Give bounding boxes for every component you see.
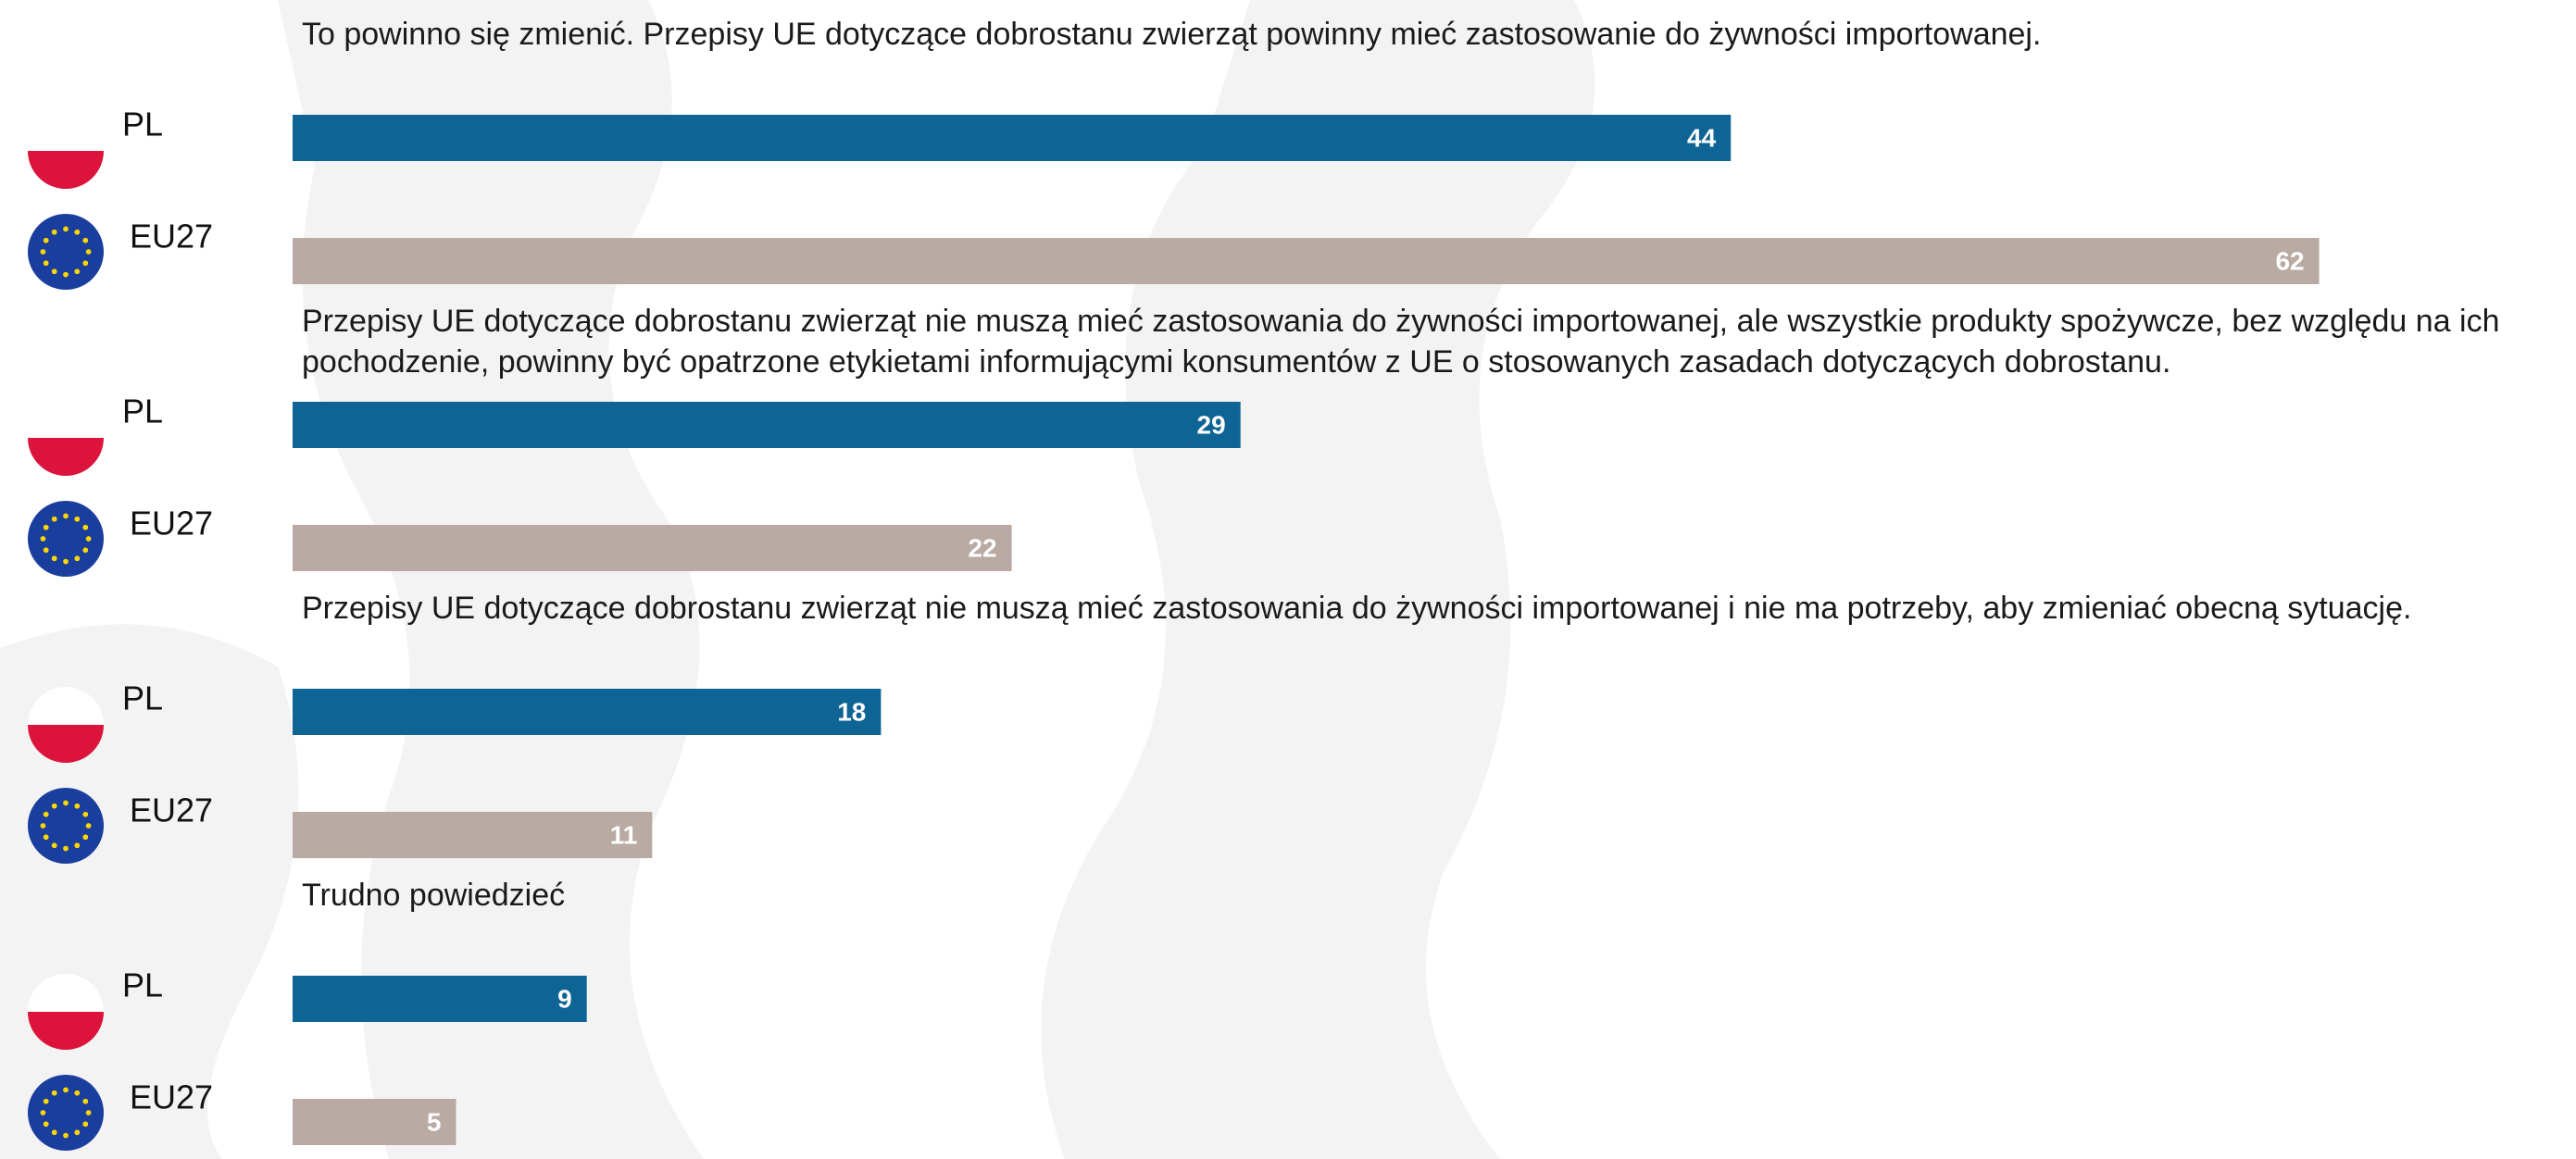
flag-star: [74, 555, 81, 562]
flag-star: [82, 834, 89, 841]
flag-star: [43, 811, 49, 817]
flag-eu: [28, 788, 104, 864]
value-label: 11: [610, 820, 638, 849]
value-label: 5: [427, 1107, 442, 1136]
flag-star: [85, 823, 92, 829]
flag-eu: [28, 501, 104, 577]
series-label: PL: [122, 393, 163, 430]
flag-star: [51, 268, 57, 275]
flag-star: [51, 803, 57, 809]
flag-star: [63, 845, 69, 852]
flag-star: [63, 1132, 69, 1139]
flag-star: [51, 1090, 57, 1096]
flag-star: [63, 513, 69, 519]
bar: [293, 402, 1241, 448]
flag-star: [43, 260, 49, 267]
bar: [293, 115, 1732, 161]
bar: [293, 976, 587, 1022]
flag-star: [82, 1098, 89, 1104]
series-label: EU27: [130, 1078, 213, 1116]
flag-star: [63, 800, 69, 806]
flag-star: [40, 823, 46, 829]
flag-pl: [28, 400, 104, 476]
category-label-box: Przepisy UE dotyczące dobrostanu zwierzą…: [302, 304, 2500, 380]
flag-star: [40, 536, 46, 542]
background-map: [0, 0, 1595, 1159]
category-label: Trudno powiedzieć: [302, 878, 566, 913]
flag-star: [43, 237, 49, 243]
flag-star: [74, 1090, 81, 1096]
bar: [293, 238, 2320, 284]
flag-star: [85, 1110, 92, 1115]
series-label: EU27: [130, 218, 213, 255]
category-label-box: Trudno powiedzieć: [302, 878, 566, 913]
series-label: EU27: [130, 505, 213, 542]
category-label-box: To powinno się zmienić. Przepisy UE doty…: [302, 17, 2042, 52]
flag-star: [74, 803, 81, 809]
series-label: EU27: [130, 791, 213, 829]
flag-star: [63, 271, 69, 278]
flag-star: [82, 524, 89, 530]
flag-star: [40, 1110, 46, 1115]
flag-star: [82, 237, 89, 243]
flag-star: [82, 811, 89, 817]
flag-star: [63, 558, 69, 565]
flag-star: [82, 1121, 89, 1128]
category-label: Przepisy UE dotyczące dobrostanu zwierzą…: [302, 304, 2500, 380]
flag-star: [74, 1129, 81, 1136]
flag-star: [43, 1121, 49, 1128]
flag-white: [28, 113, 104, 151]
bar: [293, 812, 653, 858]
bar: [293, 689, 882, 735]
flag-star: [43, 834, 49, 841]
flag-star: [51, 842, 57, 849]
flag-star: [43, 547, 49, 554]
flag-star: [74, 268, 81, 275]
flag-star: [74, 516, 81, 522]
flag-blue: [28, 788, 104, 864]
flag-star: [63, 226, 69, 232]
flag-star: [82, 547, 89, 554]
flag-white: [28, 400, 104, 438]
bar: [293, 525, 1012, 571]
flag-eu: [28, 1075, 104, 1151]
flag-blue: [28, 501, 104, 577]
flag-star: [40, 249, 46, 255]
series-label: PL: [122, 966, 163, 1004]
category-label: To powinno się zmienić. Przepisy UE doty…: [302, 17, 2042, 52]
category-label-box: Przepisy UE dotyczące dobrostanu zwierzą…: [302, 591, 2412, 626]
flag-blue: [28, 214, 104, 290]
flag-star: [82, 260, 89, 267]
flag-star: [74, 229, 81, 235]
flag-star: [43, 524, 49, 530]
flag-star: [63, 1087, 69, 1093]
flag-pl: [28, 974, 104, 1050]
category-label: Przepisy UE dotyczące dobrostanu zwierzą…: [302, 591, 2412, 626]
bar: [293, 1099, 456, 1145]
value-label: 62: [2275, 246, 2304, 275]
value-label: 44: [1687, 123, 1717, 152]
series-label: PL: [122, 106, 163, 143]
flag-red: [28, 151, 104, 189]
flag-star: [85, 536, 92, 542]
flag-star: [85, 249, 92, 255]
value-label: 22: [968, 533, 996, 562]
value-label: 29: [1197, 410, 1226, 439]
flag-red: [28, 438, 104, 476]
flag-star: [74, 842, 81, 849]
value-label: 9: [557, 984, 572, 1013]
value-label: 18: [837, 697, 866, 726]
flag-blue: [28, 1075, 104, 1151]
flag-star: [51, 516, 57, 522]
flag-pl: [28, 687, 104, 763]
flag-star: [51, 229, 57, 235]
flag-pl: [28, 113, 104, 189]
flag-star: [51, 1129, 57, 1136]
flag-eu: [28, 214, 104, 290]
series-label: PL: [122, 679, 163, 717]
flag-star: [43, 1098, 49, 1104]
flag-star: [51, 555, 57, 562]
